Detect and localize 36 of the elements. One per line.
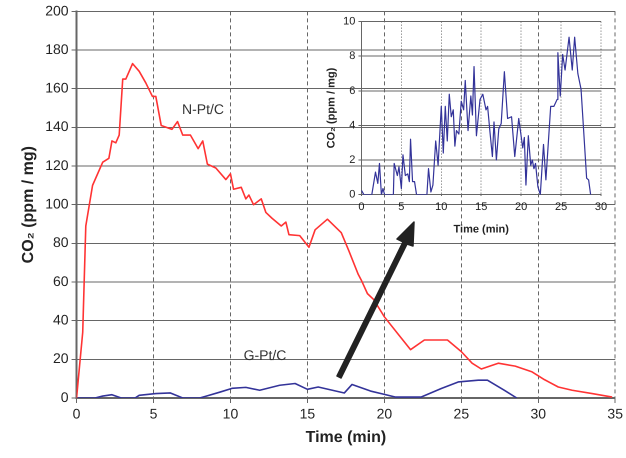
annotation: N-Pt/C: [182, 100, 224, 117]
y-tick-label: 60: [52, 272, 69, 289]
x-tick-label: 30: [530, 405, 546, 422]
x-tick-label: 10: [222, 405, 238, 422]
y-tick-label: 160: [45, 80, 69, 96]
y-tick-label: 100: [45, 196, 69, 212]
y-tick-label: 120: [45, 156, 69, 173]
x-tick-label: 0: [72, 405, 81, 422]
x-tick-label: 35: [607, 405, 624, 422]
x-axis-title: Time (min): [306, 428, 386, 446]
y-tick-label: 0: [60, 388, 69, 405]
y-tick-label: 2: [349, 154, 356, 166]
x-tick-label: 20: [515, 201, 528, 214]
x-tick-label: 10: [435, 201, 448, 214]
x-tick-label: 20: [376, 405, 392, 422]
y-tick-label: 140: [45, 118, 69, 134]
x-axis-title: Time (min): [454, 223, 510, 236]
y-tick-label: 200: [45, 2, 69, 18]
x-tick-label: 5: [398, 201, 404, 214]
x-tick-label: 25: [554, 201, 568, 214]
y-tick-label: 80: [52, 234, 69, 250]
y-axis-title: CO₂ (ppm / mg): [326, 67, 338, 148]
x-tick-label: 5: [150, 405, 158, 422]
x-tick-label: 30: [594, 201, 608, 214]
x-tick-label: 15: [300, 405, 316, 422]
y-tick-label: 0: [349, 188, 356, 201]
x-tick-label: 25: [454, 405, 470, 422]
y-tick-label: 180: [45, 40, 69, 57]
y-tick-label: 10: [343, 16, 356, 28]
x-tick-label: 15: [475, 201, 488, 214]
y-tick-label: 8: [349, 50, 356, 62]
y-tick-label: 20: [52, 350, 69, 366]
y-axis-title: CO₂ (ppm / mg): [20, 146, 38, 264]
x-tick-label: 0: [358, 201, 364, 214]
y-tick-label: 40: [52, 312, 69, 328]
annotation: G-Pt/C: [244, 346, 286, 363]
